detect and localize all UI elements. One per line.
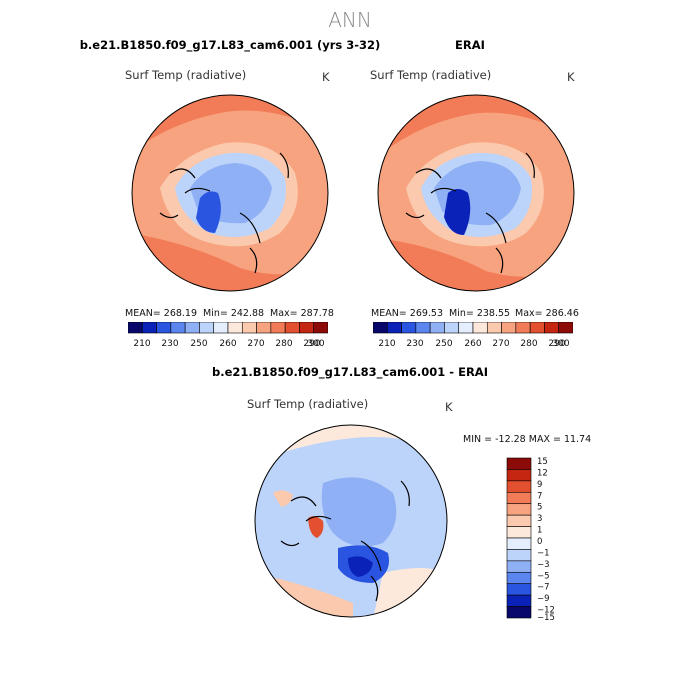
colorbar-tick-label: 280 <box>275 339 292 349</box>
colorbar-tick-label: 300 <box>307 339 324 349</box>
colorbar-tick-label: 250 <box>190 339 207 349</box>
colorbar-segment <box>506 560 532 573</box>
obs-stats-min: Min= 238.55 <box>449 308 511 319</box>
colorbar-segment <box>515 322 531 334</box>
model-polar-map <box>131 94 329 292</box>
model-stats-mean: MEAN= 268.19 <box>125 308 198 319</box>
colorbar-segment <box>544 322 560 334</box>
colorbar-tick-label: 7 <box>537 491 542 501</box>
colorbar-segment <box>501 322 517 334</box>
colorbar-segment <box>472 322 488 334</box>
obs-panel-title: ERAI <box>455 38 485 52</box>
model-variable-label: Surf Temp (radiative) <box>125 68 247 82</box>
colorbar-segment <box>313 322 328 334</box>
colorbar-segment <box>506 503 532 516</box>
colorbar-segment <box>558 322 573 334</box>
diff-unit-label: K <box>445 400 453 414</box>
colorbar-segment <box>506 480 532 493</box>
colorbar-segment <box>506 457 532 470</box>
colorbar-segment <box>141 322 157 334</box>
colorbar-tick-label: 270 <box>247 339 264 349</box>
colorbar-tick-label: −15 <box>537 613 555 623</box>
obs-polar-map <box>377 94 575 292</box>
model-unit-label: K <box>322 70 330 84</box>
colorbar-segment <box>429 322 445 334</box>
colorbar-tick-label: −3 <box>537 560 550 570</box>
colorbar-segment <box>213 322 229 334</box>
colorbar-tick-label: 0 <box>537 537 542 547</box>
colorbar-segment <box>506 583 532 596</box>
colorbar-tick-label: 280 <box>520 339 537 349</box>
colorbar-segment <box>506 469 532 482</box>
colorbar-segment <box>373 322 388 334</box>
colorbar-segment <box>184 322 200 334</box>
colorbar-tick-label: 270 <box>492 339 509 349</box>
colorbar-tick-label: 290 <box>303 339 320 349</box>
colorbar-tick-label: 300 <box>552 339 569 349</box>
colorbar-segment <box>506 549 532 562</box>
colorbar-segment <box>170 322 186 334</box>
diff-minmax: MIN = -12.28 MAX = 11.74 <box>463 434 592 445</box>
colorbar-segment <box>415 322 431 334</box>
colorbar-segment <box>270 322 286 334</box>
colorbar-segment <box>401 322 417 334</box>
obs-variable-label: Surf Temp (radiative) <box>370 68 492 82</box>
colorbar-segment <box>458 322 474 334</box>
colorbar-tick-label: 230 <box>161 339 178 349</box>
colorbar-segment <box>506 514 532 527</box>
diff-panel-title: b.e21.B1850.f09_g17.L83_cam6.001 - ERAI <box>212 365 488 379</box>
colorbar-tick-label: 230 <box>406 339 423 349</box>
colorbar-segment <box>444 322 460 334</box>
colorbar-segment <box>156 322 172 334</box>
model-stats-min: Min= 242.88 <box>203 308 265 319</box>
obs-stats-max: Max= 286.46 <box>515 308 579 319</box>
colorbar-tick-label: 1 <box>537 526 542 536</box>
colorbar-tick-label: 290 <box>548 339 565 349</box>
colorbar-segment <box>128 322 143 334</box>
colorbar-segment <box>506 526 532 539</box>
colorbar-segment <box>299 322 315 334</box>
colorbar-tick-label: 210 <box>378 339 395 349</box>
colorbar-tick-label: −12 <box>537 606 555 616</box>
colorbar-tick-label: 260 <box>219 339 236 349</box>
diff-variable-label: Surf Temp (radiative) <box>247 397 369 411</box>
main-title: ANN <box>328 8 372 32</box>
colorbar-tick-label: 12 <box>537 468 548 478</box>
colorbar-segment <box>506 594 532 607</box>
obs-stats-mean: MEAN= 269.53 <box>371 308 444 319</box>
colorbar-segment <box>199 322 215 334</box>
colorbar-segment <box>241 322 257 334</box>
colorbar-segment <box>256 322 272 334</box>
colorbar-segment <box>386 322 402 334</box>
colorbar-segment <box>506 491 532 505</box>
colorbar-segment <box>529 322 545 334</box>
colorbar-tick-label: −1 <box>537 548 550 558</box>
colorbar-segment <box>506 606 532 619</box>
colorbar-segment <box>506 537 532 550</box>
colorbar-tick-label: −9 <box>537 594 550 604</box>
colorbar-tick-label: −7 <box>537 583 550 593</box>
colorbar-tick-label: 260 <box>464 339 481 349</box>
colorbar-tick-label: 9 <box>537 480 542 490</box>
colorbar-tick-label: 210 <box>133 339 150 349</box>
colorbar-tick-label: 250 <box>435 339 452 349</box>
colorbar-tick-label: −5 <box>537 571 550 581</box>
colorbar-tick-label: 15 <box>537 457 548 467</box>
colorbar-tick-label: 5 <box>537 503 542 513</box>
colorbar-segment <box>284 322 300 334</box>
colorbar-tick-label: 3 <box>537 514 542 524</box>
obs-unit-label: K <box>567 70 575 84</box>
diff-polar-map <box>254 424 448 618</box>
colorbar-segment <box>506 571 532 585</box>
model-stats-max: Max= 287.78 <box>270 308 334 319</box>
model-panel-title: b.e21.B1850.f09_g17.L83_cam6.001 (yrs 3-… <box>79 38 381 52</box>
colorbar-segment <box>227 322 243 334</box>
colorbar-segment <box>486 322 502 334</box>
